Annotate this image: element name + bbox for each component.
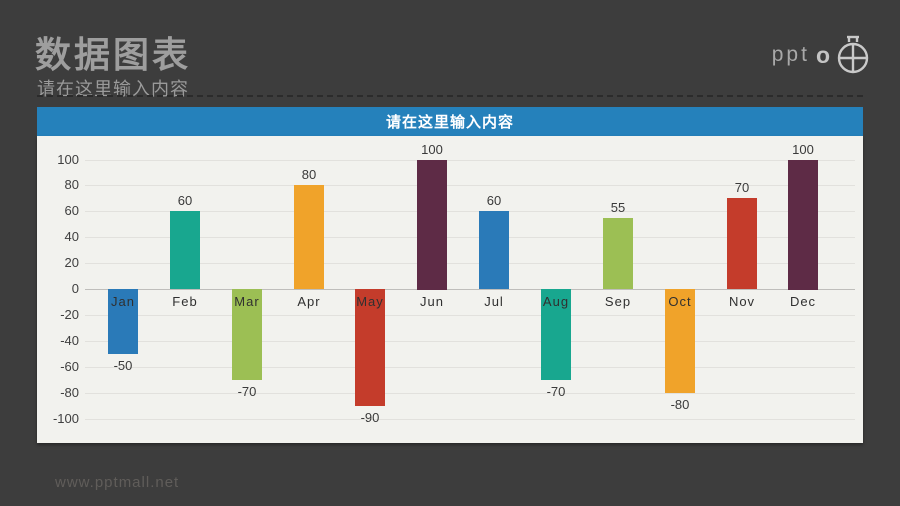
page-title: 数据图表 (35, 34, 192, 75)
bar-feb (170, 211, 200, 289)
x-axis-category-label: Sep (604, 294, 632, 309)
x-axis-category-label: Jul (484, 294, 504, 309)
x-axis-category-label: Jan (111, 294, 135, 309)
x-axis-category-label: Mar (234, 294, 260, 309)
logo: ppt o (772, 34, 872, 76)
bar-sep (603, 218, 633, 289)
bar-value-label: -90 (360, 410, 380, 425)
bar-value-label: 100 (421, 142, 443, 157)
bar-dec (788, 160, 818, 290)
bar-value-label: 55 (610, 200, 626, 215)
y-axis-tick-label: -80 (60, 385, 79, 400)
bar-value-label: -80 (670, 397, 690, 412)
bar-value-label: 100 (792, 142, 814, 157)
bar-value-label: 80 (301, 167, 317, 182)
y-axis-tick-label: 20 (64, 255, 79, 270)
watermark: www.pptmall.net (55, 474, 180, 491)
bar-value-label: -70 (237, 384, 257, 399)
gridline (85, 393, 855, 394)
bar-may (355, 289, 385, 406)
y-axis-tick-label: -100 (52, 411, 79, 426)
gridline (85, 237, 855, 238)
gridline (85, 160, 855, 161)
y-axis-tick-label: 100 (57, 152, 79, 167)
page-subtitle: 请在这里输入内容 (37, 79, 189, 99)
bar-value-label: -70 (546, 384, 566, 399)
y-axis-tick-label: -60 (60, 359, 79, 374)
bar-mar (232, 289, 262, 380)
zero-line (85, 289, 855, 290)
y-axis-tick-label: 40 (64, 229, 79, 244)
bar-nov (727, 198, 757, 289)
bar-jun (417, 160, 447, 290)
gridline (85, 263, 855, 264)
y-axis-tick-label: 0 (71, 281, 79, 296)
bar-jan (108, 289, 138, 354)
gridline (85, 211, 855, 212)
gridline (85, 315, 855, 316)
gridline (85, 185, 855, 186)
x-axis-category-label: Jun (420, 294, 444, 309)
bar-oct (665, 289, 695, 393)
gridline (85, 419, 855, 420)
y-axis-tick-label: 80 (64, 177, 79, 192)
y-axis-tick-label: 60 (64, 203, 79, 218)
bar-apr (294, 185, 324, 289)
y-axis-tick-label: -40 (60, 333, 79, 348)
bar-jul (479, 211, 509, 289)
pocket-watch-icon (834, 34, 872, 76)
bar-aug (541, 289, 571, 380)
logo-text: ppt (771, 43, 810, 66)
bar-value-label: 60 (486, 193, 502, 208)
logo-o-letter: o (815, 41, 830, 68)
gridline (85, 341, 855, 342)
x-axis-category-label: Dec (789, 294, 817, 309)
x-axis-category-label: Aug (542, 294, 570, 309)
y-axis-tick-label: -20 (60, 307, 79, 322)
x-axis-category-label: May (356, 294, 384, 309)
x-axis-category-label: Nov (728, 294, 756, 309)
bar-value-label: 60 (177, 193, 193, 208)
bar-value-label: 70 (734, 180, 750, 195)
dashed-divider (37, 95, 863, 97)
bar-value-label: -50 (113, 358, 133, 373)
gridline (85, 367, 855, 368)
bar-chart: 100 80 60 40 20 0 -20 -40 -60 -80 -100 -50 Jan 60 Feb -… (37, 136, 863, 443)
chart-title-text: 请在这里输入内容 (385, 114, 514, 131)
chart-title-bar: 请在这里输入内容 (37, 107, 863, 136)
x-axis-category-label: Apr (297, 294, 321, 309)
x-axis-category-label: Oct (668, 294, 692, 309)
x-axis-category-label: Feb (172, 294, 198, 309)
